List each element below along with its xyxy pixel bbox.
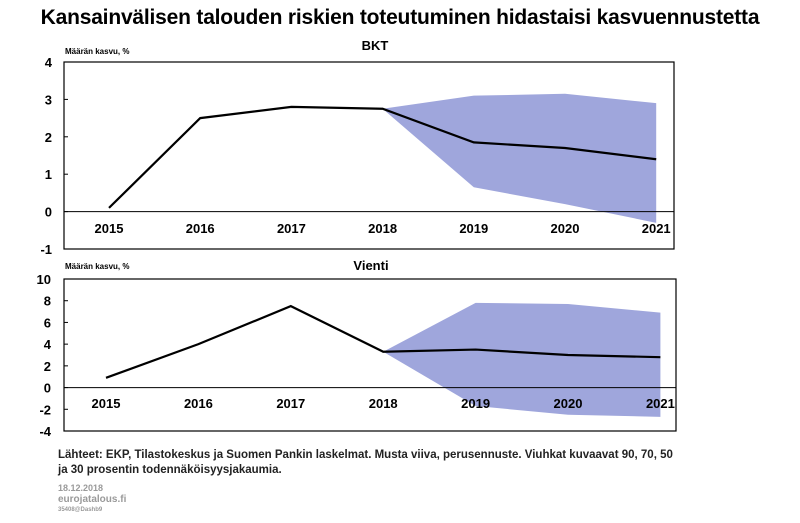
exports-x-tick-label: 2018 [369, 396, 398, 411]
page-title: Kansainvälisen talouden riskien toteutum… [40, 6, 760, 29]
exports-x-tick-label: 2015 [92, 396, 121, 411]
site-name: eurojatalous.fi [58, 494, 127, 505]
gdp-x-tick-label: 2021 [642, 221, 671, 236]
gdp-x-tick-label: 2017 [277, 221, 306, 236]
exports-y-tick-label: 6 [44, 315, 51, 330]
gdp-x-tick-label: 2018 [368, 221, 397, 236]
exports-y-tick-label: -4 [39, 424, 51, 438]
gdp-fan-area [382, 93, 657, 223]
exports-fan-area [383, 302, 661, 417]
exports-chart-title: Vienti [353, 258, 388, 273]
exports-y-tick-label: -2 [39, 402, 51, 417]
chart-id: 35408@Dashb9 [58, 507, 103, 513]
publication-date: 18.12.2018 [58, 483, 104, 493]
gdp-x-tick-label: 2019 [459, 221, 488, 236]
gdp-x-tick-label: 2015 [95, 221, 124, 236]
gdp-x-tick-label: 2020 [551, 221, 580, 236]
exports-x-tick-label: 2016 [184, 396, 213, 411]
gdp-y-axis-label: Määrän kasvu, % [65, 47, 129, 56]
exports-x-tick-label: 2020 [554, 396, 583, 411]
source-note: Lähteet: EKP, Tilastokeskus ja Suomen Pa… [58, 449, 673, 476]
gdp-x-tick-label: 2016 [186, 221, 215, 236]
gdp-y-tick-label: 3 [45, 92, 52, 107]
exports-x-tick-label: 2017 [276, 396, 305, 411]
exports-y-tick-label: 0 [44, 381, 51, 396]
exports-baseline-line [105, 304, 661, 379]
gdp-chart: BKT Määrän kasvu, % 4 3 2 1 0 -1 2015 2016 2017… [40, 38, 675, 257]
exports-y-tick-label: 8 [44, 294, 51, 309]
exports-x-tick-label: 2019 [461, 396, 490, 411]
gdp-y-tick-label: 0 [45, 205, 52, 220]
exports-y-tick-label: 10 [37, 272, 51, 287]
exports-y-axis-label: Määrän kasvu, % [65, 262, 129, 271]
gdp-y-tick-label: 2 [45, 130, 52, 145]
gdp-plot-frame [63, 61, 675, 250]
gdp-baseline-line [108, 105, 657, 209]
exports-x-tick-label: 2021 [646, 396, 675, 411]
gdp-y-tick-label: 4 [45, 55, 53, 70]
gdp-y-tick-label: -1 [40, 242, 52, 257]
exports-y-tick-label: 2 [44, 359, 51, 374]
gdp-chart-title: BKT [362, 38, 389, 53]
exports-chart: Vienti Määrän kasvu, % 10 8 6 4 2 0 -2 -4 2015 2… [37, 258, 677, 438]
exports-y-tick-label: 4 [44, 337, 52, 352]
exports-plot-frame [63, 278, 677, 432]
gdp-y-tick-label: 1 [45, 167, 52, 182]
